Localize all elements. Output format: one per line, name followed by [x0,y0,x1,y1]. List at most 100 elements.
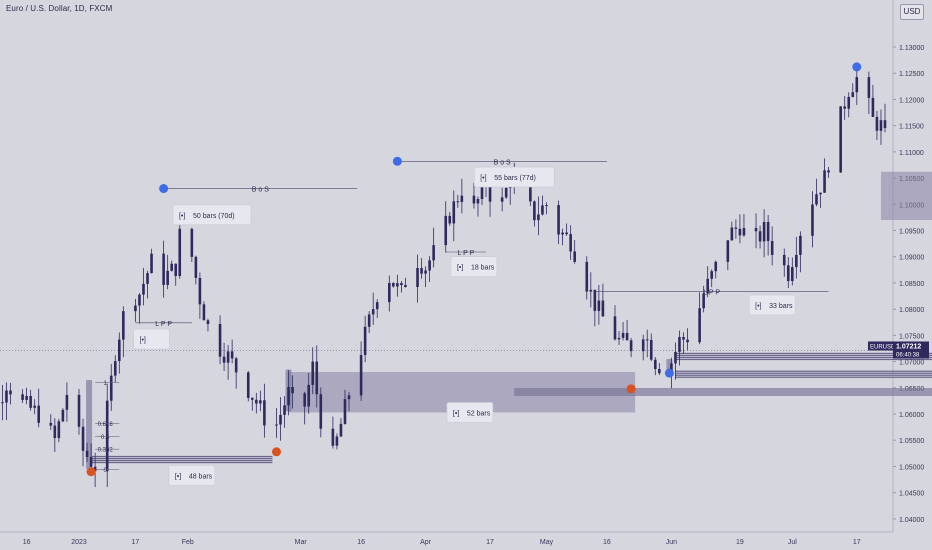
candle-body [811,204,814,236]
y-tick-label: 1.09500 [899,228,924,235]
y-tick-label: 1.12500 [899,71,924,78]
candle-body [424,270,427,274]
swing-low-marker [271,447,281,457]
candle-body [593,289,597,311]
candle-body [815,194,818,205]
candle-body [85,450,89,458]
bar-count-label: 50 bars (70d) [193,213,235,220]
swing-high-marker [159,184,169,194]
currency-button[interactable]: USD [900,4,924,20]
candle-body [218,324,222,357]
bos-label: B o S [252,187,269,194]
candle-body [146,273,149,284]
order-block-zone [880,171,932,221]
candle-body [279,414,282,425]
x-tick-label: 17 [486,539,494,546]
symbol-header: Euro / U.S. Dollar, 1D, FXCM [6,4,113,13]
swing-low-marker [86,467,96,477]
x-tick-label: 17 [853,539,861,546]
candle-body [25,395,28,400]
x-tick-label: 16 [357,539,365,546]
fib-band [675,352,932,361]
candle-body [65,394,69,410]
candle-body [138,294,141,306]
y-tick-label: 1.05500 [899,438,924,445]
candle-body [61,409,65,422]
lpp-label: L P P [458,250,475,257]
x-tick-label: May [540,539,554,546]
y-tick-label: 1.05000 [899,464,924,471]
candle-body [795,254,798,268]
candle-body [782,254,786,266]
candle-body [573,251,576,262]
y-tick-label: 1.11500 [899,124,924,131]
candle-body [625,332,629,341]
candle-body [287,387,290,406]
y-tick-label: 1.08000 [899,307,924,314]
candle-body [319,394,323,429]
bar-count-box [168,465,216,486]
candle-body [307,384,311,407]
y-tick-label: 1.09000 [899,255,924,262]
fib-level-label: 1 [104,381,108,387]
candle-body [166,270,169,285]
candle-body [315,361,319,395]
candle-body [557,205,560,235]
candle-body [601,300,605,317]
candle-body [452,201,456,224]
lpp-label: L P P [155,321,172,328]
fib-vertical-box [86,379,93,470]
candle-body [432,245,435,261]
candle-body [263,400,266,426]
range-icon: [•] [453,410,459,417]
candle-body [658,369,661,374]
candle-body [641,339,645,352]
candle-body [488,186,492,202]
candle-body [686,339,689,343]
candle-body [456,201,460,203]
price-tag [893,341,929,359]
candle-body [226,351,230,363]
candle-body [613,316,617,340]
range-icon: [•] [755,303,761,310]
candle-body [331,428,335,446]
price-axis [893,0,932,550]
fib-level-label: 0.382 [98,448,114,454]
candle-body [561,232,564,235]
candle-body [819,192,822,195]
candle-body [533,201,536,221]
candle-body [57,421,61,439]
x-tick-label: 2023 [71,539,87,546]
candle-body [105,400,109,472]
candle-body [766,221,770,242]
candle-body [621,332,625,338]
candle-body [734,227,738,229]
swing-high-marker [664,368,674,378]
candle-body [404,285,407,287]
candle-body [275,424,278,426]
candle-body [649,339,653,360]
candle-body [742,228,746,236]
candle-body [847,96,851,109]
candle-body [339,423,343,437]
fib-band [91,455,273,464]
swing-low-marker [626,384,636,394]
candle-body [363,326,367,355]
candle-body [867,77,871,98]
candle-body [234,358,238,373]
candle-body [202,304,206,321]
candle-body [682,337,685,340]
candle-body [871,97,875,117]
candle-body [827,170,830,173]
candle-body [879,120,883,131]
candle-body [250,397,254,400]
swing-high-marker [852,62,862,72]
candle-body [629,340,633,352]
candle-body [194,256,198,278]
candle-body [702,293,705,309]
range-icon: [•] [457,265,463,272]
symbol-tag [868,341,893,351]
candle-body [37,405,40,423]
candle-body [371,309,375,315]
